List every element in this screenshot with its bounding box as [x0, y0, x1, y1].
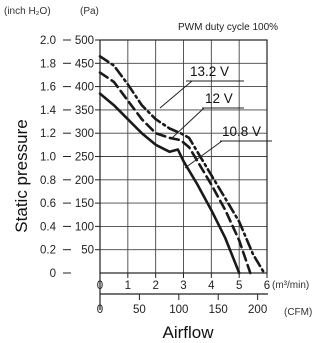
label-leader-line: [184, 140, 223, 169]
x-tick-m3-label: 6: [264, 280, 270, 292]
x-tick-m3-label: 1: [125, 280, 131, 292]
series-line-13-2-v: [98, 55, 266, 275]
y-tick-inch-label: 0.8: [40, 175, 56, 187]
x-tick-cfm-label: 200: [248, 304, 267, 316]
x-tick-cfm-label: 50: [133, 304, 146, 316]
x-axis-title: Airflow: [162, 323, 214, 342]
y-tick-pa-label: 200: [75, 175, 94, 187]
y-axis-title: Static pressure: [12, 119, 31, 232]
y-unit-inch: (inch H₂O): [4, 6, 51, 17]
y-tick-inch-label: 1.8: [40, 58, 56, 70]
x-tick-m3-label: 0: [97, 280, 103, 292]
x-ticks-m3: 0 1 2 3 4 5 6: [97, 273, 270, 292]
y-tick-pa-label: 250: [75, 152, 94, 164]
y-tick-inch-label: 1.4: [40, 105, 57, 117]
x-ticks-cfm: 0 50 100 150 200: [97, 294, 267, 316]
y-ticks-inch: 2.0 1.8 1.6 1.4 1.2 1.0 0.8 0.6 0.4 0.2 0: [40, 35, 71, 280]
y-tick-pa-label: 500: [75, 35, 94, 47]
y-tick-inch-label: 0.6: [40, 198, 56, 210]
y-tick-inch-label: 1.0: [40, 152, 56, 164]
y-tick-pa-label: 50: [81, 245, 94, 257]
y-tick-pa-label: 150: [75, 198, 94, 210]
series-label: 13.2 V: [190, 64, 229, 79]
x-unit-m3: (m³/min): [272, 280, 309, 291]
y-tick-pa-label: 400: [75, 82, 94, 94]
y-tick-pa-label: 350: [75, 105, 94, 117]
x-tick-cfm-label: 150: [209, 304, 228, 316]
x-unit-cfm: (CFM): [284, 307, 312, 318]
y-tick-pa-label: 300: [75, 128, 94, 140]
y-tick-inch-label: 2.0: [40, 35, 56, 47]
y-tick-inch-label: 0: [50, 268, 56, 280]
curves: [98, 55, 266, 275]
y-tick-inch-label: 0.4: [40, 221, 57, 233]
chart-annotation: PWM duty cycle 100%: [178, 22, 278, 33]
series-line-10-8-v: [98, 92, 241, 275]
x-tick-m3-label: 3: [180, 280, 186, 292]
grid: [100, 40, 267, 273]
y-tick-pa-label: 450: [75, 58, 94, 70]
x-tick-m3-label: 5: [236, 280, 242, 292]
x-tick-cfm-label: 100: [169, 304, 188, 316]
series-labels: 13.2 V 12 V 10.8 V: [159, 64, 272, 169]
x-tick-m3-label: 2: [152, 280, 158, 292]
label-leader-line: [159, 80, 193, 109]
series-label: 12 V: [205, 91, 233, 106]
label-leader-line: [171, 107, 205, 139]
y-tick-inch-label: 1.6: [40, 82, 56, 94]
y-ticks-pa: 500 450 400 350 300 250 200 150 100 50: [75, 35, 100, 257]
y-tick-pa-label: 100: [75, 221, 94, 233]
x-tick-m3-label: 4: [208, 280, 215, 292]
y-tick-inch-label: 0.2: [40, 245, 56, 257]
y-unit-pa: (Pa): [80, 6, 99, 17]
series-label: 10.8 V: [222, 124, 261, 139]
x-tick-cfm-label: 0: [97, 304, 103, 316]
y-tick-inch-label: 1.2: [40, 128, 56, 140]
